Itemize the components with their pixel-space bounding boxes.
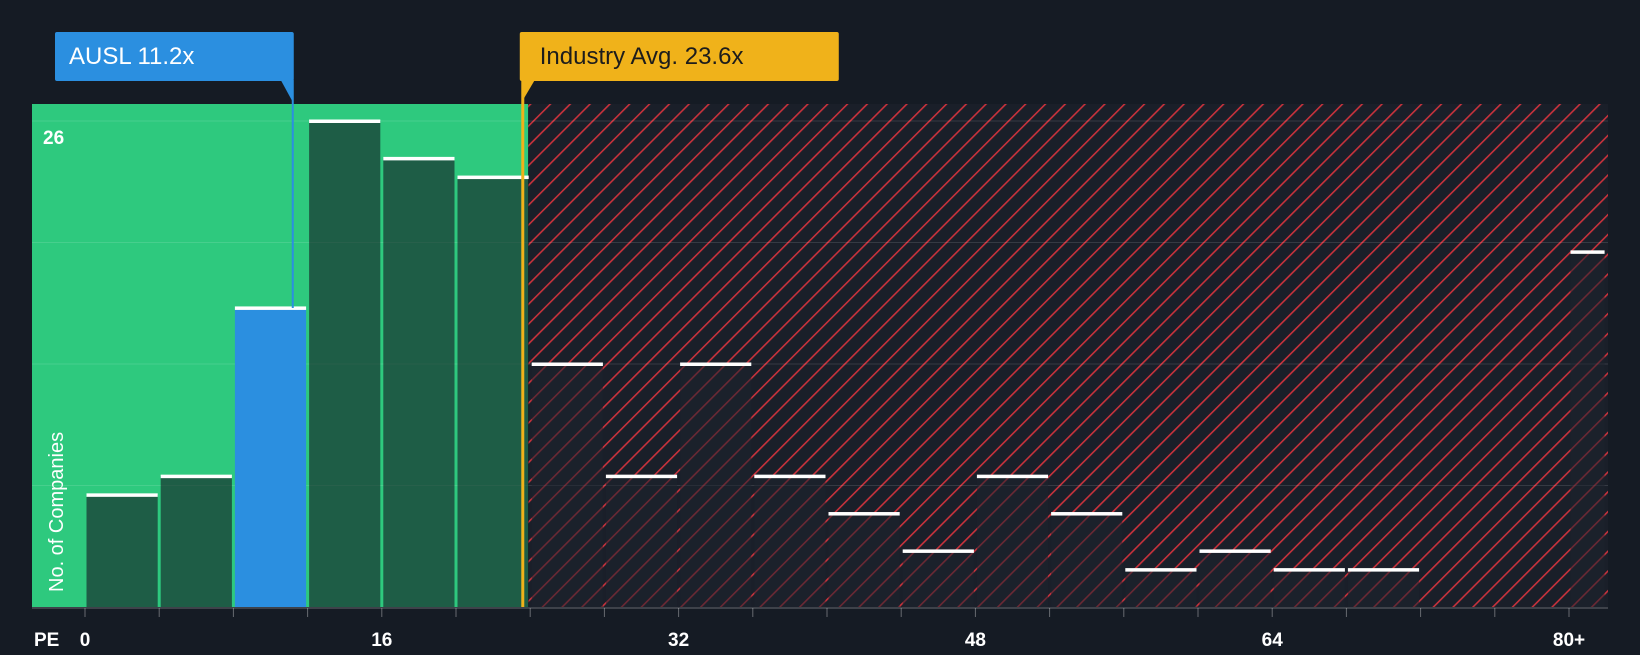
histogram-bar-cap-18 (1570, 250, 1605, 254)
x-tick-label-0: 0 (80, 630, 91, 650)
histogram-bar-cap-3 (309, 119, 381, 123)
histogram-bar-4 (383, 158, 455, 607)
histogram-bar-18 (1570, 251, 1605, 607)
histogram-bar-cap-2 (234, 306, 307, 310)
histogram-bar-15 (1199, 550, 1271, 607)
histogram-bar-cap-4 (383, 156, 455, 161)
y-max-label: 26 (43, 128, 64, 149)
histogram-bar-2 (234, 307, 307, 607)
histogram-bar-cap-15 (1199, 549, 1271, 553)
histogram-bar-0 (86, 494, 158, 607)
y-axis-title: No. of Companies (46, 432, 68, 592)
histogram-bar-17 (1347, 569, 1420, 607)
histogram-bar-cap-16 (1273, 568, 1345, 572)
x-tick-label-5: 80+ (1553, 630, 1585, 650)
histogram-bar-cap-6 (531, 362, 603, 366)
histogram-bar-8 (680, 364, 752, 607)
histogram-bar-cap-1 (160, 474, 232, 479)
histogram-bar-1 (160, 476, 232, 607)
histogram-bar-9 (754, 476, 826, 607)
x-tick-label-4: 64 (1262, 630, 1284, 650)
industry-avg-callout-pointer (521, 80, 535, 102)
histogram-bar-11 (902, 550, 974, 607)
industry-avg-callout-box (519, 32, 839, 81)
company-callout-label: AUSL 11.2x (69, 43, 194, 70)
histogram-bar-cap-7 (605, 474, 678, 479)
histogram-bar-3 (309, 121, 381, 607)
company-callout-pointer (280, 80, 293, 102)
histogram-bar-12 (976, 476, 1049, 607)
histogram-bar-cap-14 (1125, 568, 1197, 572)
histogram-bar-cap-17 (1347, 568, 1420, 572)
histogram-bar-cap-0 (86, 493, 158, 497)
industry-avg-callout-label: Industry Avg. 23.6x (540, 43, 744, 70)
histogram-bar-7 (605, 476, 678, 607)
histogram-bar-cap-5 (457, 175, 529, 180)
histogram-bar-cap-8 (680, 362, 752, 366)
histogram-bar-cap-10 (828, 512, 900, 516)
histogram-bar-6 (531, 364, 603, 607)
company-callout-box (55, 32, 294, 81)
histogram-bar-cap-9 (754, 474, 826, 479)
x-tick-label-1: 16 (371, 630, 392, 650)
histogram-bar-cap-11 (902, 549, 974, 553)
histogram-bar-cap-12 (976, 474, 1049, 479)
x-tick-label-3: 48 (965, 630, 986, 650)
histogram-bar-13 (1051, 513, 1123, 607)
x-tick-label-2: 32 (668, 630, 689, 650)
histogram-bar-cap-13 (1051, 512, 1123, 516)
histogram-bar-5 (457, 177, 529, 608)
x-axis-title: PE (34, 630, 59, 650)
histogram-bar-14 (1125, 569, 1197, 607)
histogram-bar-16 (1273, 569, 1345, 607)
histogram-bar-10 (828, 513, 900, 607)
